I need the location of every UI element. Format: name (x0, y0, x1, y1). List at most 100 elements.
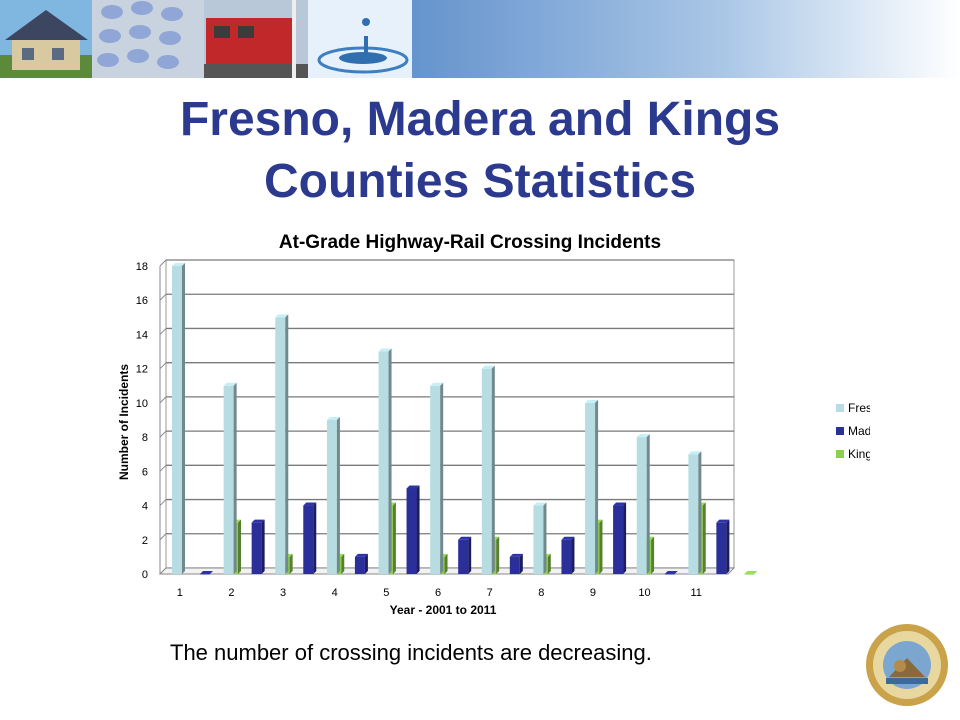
bar-madera-6 (458, 536, 472, 574)
bar-fresno-3 (275, 314, 289, 574)
bar-side (571, 536, 575, 574)
x-tick-label: 3 (280, 587, 286, 599)
bar-madera-3 (303, 502, 317, 574)
y-tick-label: 0 (142, 569, 148, 581)
y-tick-label: 8 (142, 432, 148, 444)
bar-fresno-2 (223, 382, 237, 574)
bar-madera-2 (251, 519, 265, 574)
bar-face (406, 488, 417, 574)
x-tick-label: 6 (435, 587, 441, 599)
gridline-depth (159, 362, 167, 370)
bar-side (543, 502, 547, 574)
bar-side (392, 502, 396, 574)
bar-side (599, 519, 603, 574)
bar-top (406, 485, 420, 489)
bar-fresno-5 (378, 348, 392, 574)
bar-top (509, 553, 523, 557)
bar-face (172, 266, 182, 574)
y-tick-labels: 0 2 4 6 8 10 12 14 16 18 (136, 261, 148, 581)
bar-chart-svg: At-Grade Highway-Rail Crossing Incidents… (117, 232, 889, 617)
y-axis-label: Number of Incidents (117, 364, 131, 480)
bar-face (509, 556, 520, 574)
bar-fresno-8 (533, 502, 547, 574)
x-tick-label: 10 (638, 587, 650, 599)
bar-top (481, 365, 495, 369)
bar-fresno-10 (636, 434, 650, 574)
bar-fresno-7 (481, 365, 495, 574)
bar-fresno-4 (326, 417, 340, 574)
legend-swatch-fresno (836, 404, 844, 412)
bar-top (744, 571, 758, 574)
y-tick-label: 6 (142, 466, 148, 478)
bar-side (595, 399, 599, 574)
bar-top (585, 399, 599, 403)
bar-face (326, 420, 337, 574)
bar-fresno-9 (585, 399, 599, 574)
bar-side (623, 502, 627, 574)
gridline-depth (159, 430, 167, 438)
bar-face (716, 522, 727, 574)
bar-madera-8 (561, 536, 575, 574)
legend-label-madera: Madera (848, 424, 870, 438)
y-tick-label: 10 (136, 398, 148, 410)
bar-top (664, 571, 678, 574)
bar-side (651, 536, 655, 574)
bar-madera-5 (406, 485, 420, 574)
bar-face (223, 385, 234, 574)
bar-madera-7 (509, 553, 523, 574)
bar-face (533, 505, 544, 574)
bar-side (547, 553, 551, 574)
bar-side (341, 553, 345, 574)
y-tick-label: 14 (136, 329, 148, 341)
x-tick-label: 5 (383, 587, 389, 599)
bar-side (726, 519, 730, 574)
bar-fresno-11 (688, 451, 702, 574)
bar-face (613, 505, 624, 574)
phone-keypad-photo (92, 0, 204, 78)
bar-top (378, 348, 392, 352)
bar-side (468, 536, 472, 574)
x-tick-label: 7 (487, 587, 493, 599)
x-tick-label: 2 (228, 587, 234, 599)
chart-caption: The number of crossing incidents are dec… (170, 640, 652, 665)
bar-side (238, 519, 241, 574)
page-title-line2: Counties Statistics (263, 155, 697, 208)
bar-face (378, 351, 389, 574)
bar-side (364, 553, 368, 574)
page-title-line1: Fresno, Madera and Kings (179, 93, 781, 146)
bar-chart: At-Grade Highway-Rail Crossing Incidents… (110, 222, 889, 622)
bar-side (519, 553, 523, 574)
seal-icon (866, 624, 948, 706)
bar-face (430, 385, 441, 574)
bar-top (533, 502, 547, 506)
gridline-depth (159, 259, 167, 267)
bar-face (303, 505, 314, 574)
bar-face (481, 368, 492, 574)
bar-side (233, 382, 237, 574)
x-tick-label: 4 (332, 587, 338, 599)
bar-side (646, 434, 650, 574)
bar-side (261, 519, 265, 574)
bar-face (354, 556, 365, 574)
x-tick-label: 1 (177, 587, 183, 599)
x-tick-label: 11 (690, 587, 701, 599)
bar-side (388, 348, 392, 574)
gridline-depth (159, 328, 167, 335)
bar-side (313, 502, 317, 574)
bar-top (223, 382, 237, 386)
bar-top (200, 571, 213, 574)
legend-swatch-kings (836, 450, 844, 458)
bar-side (336, 417, 340, 574)
header-banner (0, 0, 960, 78)
bar-side (289, 553, 293, 574)
chart-legend: Fresno Madera Kings (836, 401, 889, 461)
bar-side (496, 536, 500, 574)
bar-side (416, 485, 420, 574)
bar-madera-9 (613, 502, 627, 574)
gridline-depth (159, 464, 167, 472)
bar-side (182, 263, 185, 574)
legend-swatch-madera (836, 427, 844, 435)
bar-side (491, 365, 495, 574)
bar-madera-1 (200, 571, 213, 575)
y-tick-label: 4 (142, 501, 148, 513)
